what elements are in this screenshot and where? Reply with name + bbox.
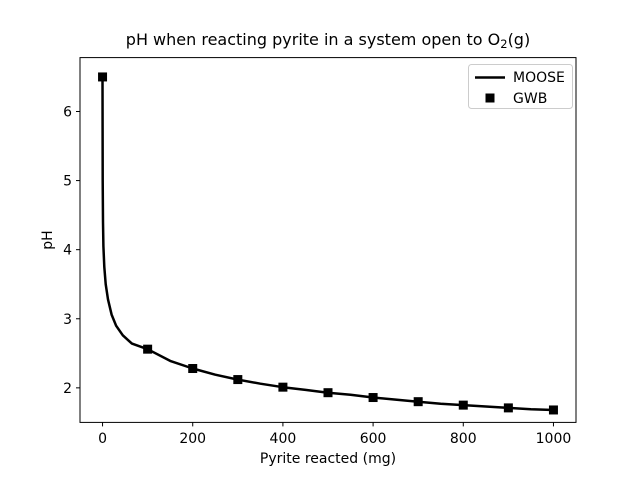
gwb-marker: [548, 405, 558, 415]
gwb-marker: [98, 72, 108, 82]
x-tick-label: 1000: [536, 431, 572, 447]
x-tick-label: 0: [98, 431, 107, 447]
plot-frame: [79, 57, 577, 423]
x-tick-label: 600: [360, 431, 387, 447]
chart-title: pH when reacting pyrite in a system open…: [126, 30, 530, 51]
gwb-marker: [458, 400, 468, 410]
gwb-marker: [413, 397, 423, 407]
gwb-marker: [323, 388, 333, 398]
x-tick-label: 800: [450, 431, 477, 447]
y-tick-label: 5: [63, 174, 72, 190]
x-tick-label: 400: [270, 431, 297, 447]
legend-square-marker-sample: [485, 93, 495, 103]
legend: MOOSE GWB: [468, 64, 573, 109]
gwb-marker: [368, 393, 378, 403]
data-series: [98, 72, 558, 415]
chart-title-suffix: (g): [508, 30, 531, 49]
chart-title-subscript: 2: [500, 37, 507, 51]
axis-ticks: 0 200 400 600 800 1000 2 3 4 5 6: [63, 104, 571, 447]
gwb-marker: [278, 382, 288, 392]
y-axis-label: pH: [40, 230, 56, 249]
y-tick-label: 4: [63, 243, 72, 259]
gwb-marker: [188, 364, 198, 374]
y-tick-label: 3: [63, 312, 72, 328]
y-tick-label: 2: [63, 381, 72, 397]
gwb-marker: [143, 344, 153, 354]
moose-line: [101, 76, 554, 412]
gwb-marker: [503, 403, 513, 413]
x-tick-label: 200: [179, 431, 206, 447]
legend-label-gwb: GWB: [513, 91, 547, 107]
legend-label-moose: MOOSE: [513, 70, 565, 86]
gwb-marker: [233, 375, 243, 385]
y-tick-label: 6: [63, 104, 72, 120]
chart-title-main: pH when reacting pyrite in a system open…: [126, 30, 500, 49]
x-axis-label: Pyrite reacted (mg): [260, 451, 396, 467]
